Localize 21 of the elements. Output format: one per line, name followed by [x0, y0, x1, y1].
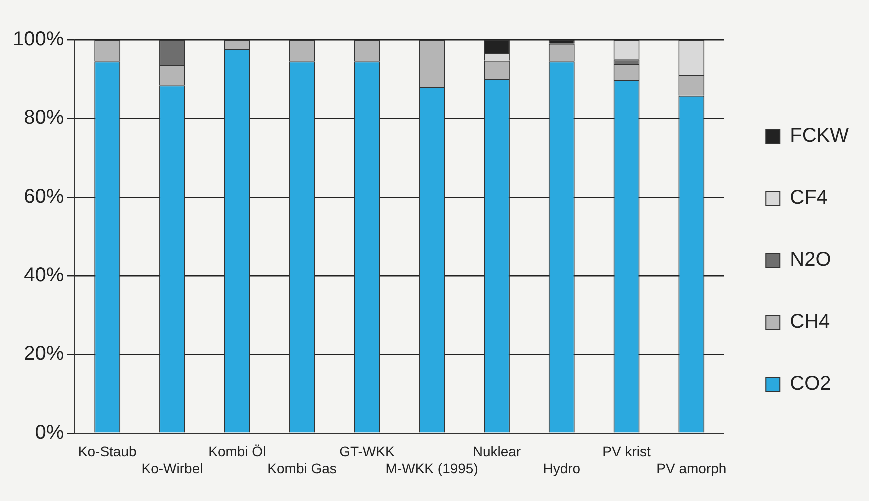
- x-tick-label: Kombi Gas: [268, 460, 337, 476]
- x-tick-label: Nuklear: [472, 444, 522, 460]
- x-tick-label: Kombi Öl: [208, 444, 266, 460]
- y-tick-label: 60%: [24, 186, 64, 208]
- x-tick-label: M-WKK (1995): [386, 460, 478, 476]
- x-tick-label: Ko-Wirbel: [142, 460, 204, 476]
- y-tick-label: 80%: [24, 107, 64, 130]
- y-tick-label: 20%: [24, 343, 64, 366]
- y-tick-label: 100%: [12, 28, 64, 51]
- x-tick-label: GT-WKK: [340, 444, 396, 460]
- legend-label: CF4: [790, 187, 828, 210]
- x-tick-label: PV amorph: [656, 460, 727, 476]
- x-tick-label: Hydro: [543, 460, 581, 476]
- x-tick-label: PV krist: [602, 444, 651, 460]
- legend-label: CH4: [790, 311, 830, 334]
- legend-label: CO2: [790, 373, 832, 396]
- legend-label: FCKW: [790, 125, 850, 148]
- y-tick-label: 0%: [35, 422, 64, 444]
- legend-label: N2O: [790, 249, 832, 272]
- y-tick-label: 40%: [24, 264, 64, 287]
- x-tick-label: Ko-Staub: [78, 444, 137, 460]
